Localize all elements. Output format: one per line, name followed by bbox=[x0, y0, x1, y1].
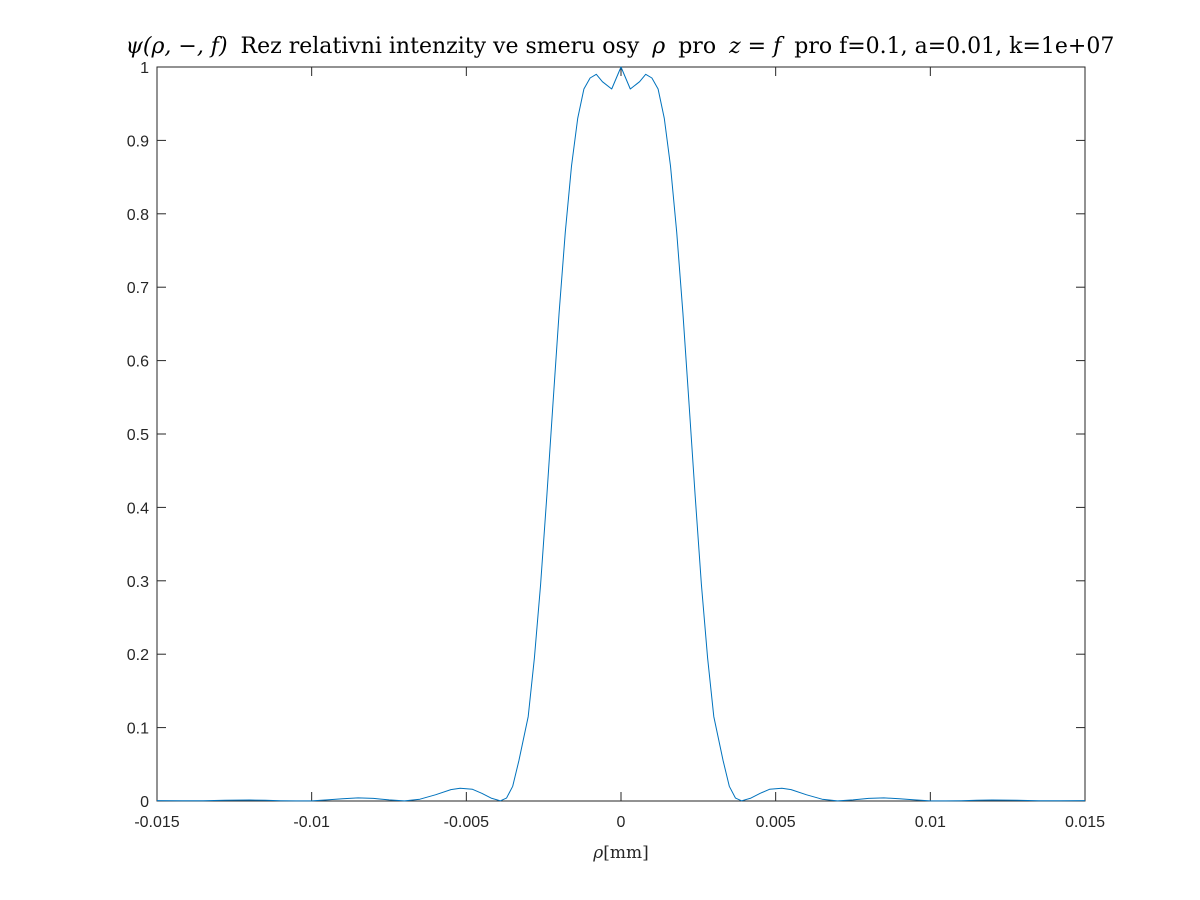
title-text-3: pro f=0.1, a=0.01, k=1e+07 bbox=[794, 34, 1114, 59]
y-tick-label: 0 bbox=[140, 794, 149, 811]
title-text-2: pro bbox=[678, 34, 716, 59]
title-math-rho: ρ bbox=[651, 34, 665, 59]
x-axis-label-unit: [mm] bbox=[603, 843, 649, 863]
x-axis-label: ρ[mm] bbox=[592, 843, 649, 863]
title-text-1: Rez relativni intenzity ve smeru osy bbox=[241, 34, 640, 59]
x-tick-label: -0.015 bbox=[134, 814, 179, 831]
y-tick-label: 0.3 bbox=[127, 574, 149, 591]
x-axis-ticks bbox=[156, 67, 1086, 801]
title-math-psi: ψ(ρ, −, f) bbox=[126, 34, 228, 59]
y-tick-label: 0.9 bbox=[127, 133, 149, 150]
x-axis-tick-labels: -0.015 -0.01 -0.005 0 0.005 0.01 0.015 bbox=[134, 814, 1105, 831]
chart-title: ψ(ρ, −, f) Rez relativni intenzity ve sm… bbox=[126, 34, 1115, 59]
y-tick-label: 0.2 bbox=[127, 647, 149, 664]
x-tick-label: -0.005 bbox=[444, 814, 489, 831]
series-line bbox=[156, 66, 1086, 802]
y-tick-label: 0.7 bbox=[127, 280, 149, 297]
x-tick-label: -0.01 bbox=[293, 814, 330, 831]
x-tick-label: 0 bbox=[617, 814, 626, 831]
x-tick-label: 0.01 bbox=[915, 814, 946, 831]
y-tick-label: 0.6 bbox=[127, 354, 149, 371]
y-axis-tick-labels: 0 0.1 0.2 0.3 0.4 0.5 0.6 0.7 0.8 0.9 1 bbox=[127, 60, 149, 811]
y-tick-label: 1 bbox=[140, 60, 149, 77]
y-tick-label: 0.4 bbox=[127, 500, 149, 517]
x-tick-label: 0.015 bbox=[1065, 814, 1105, 831]
y-tick-label: 0.8 bbox=[127, 207, 149, 224]
series-group bbox=[156, 66, 1086, 802]
y-tick-label: 0.1 bbox=[127, 721, 149, 738]
x-axis-label-math: ρ bbox=[592, 843, 603, 863]
x-tick-label: 0.005 bbox=[756, 814, 796, 831]
title-math-z: z = f bbox=[728, 34, 785, 59]
y-tick-label: 0.5 bbox=[127, 427, 149, 444]
